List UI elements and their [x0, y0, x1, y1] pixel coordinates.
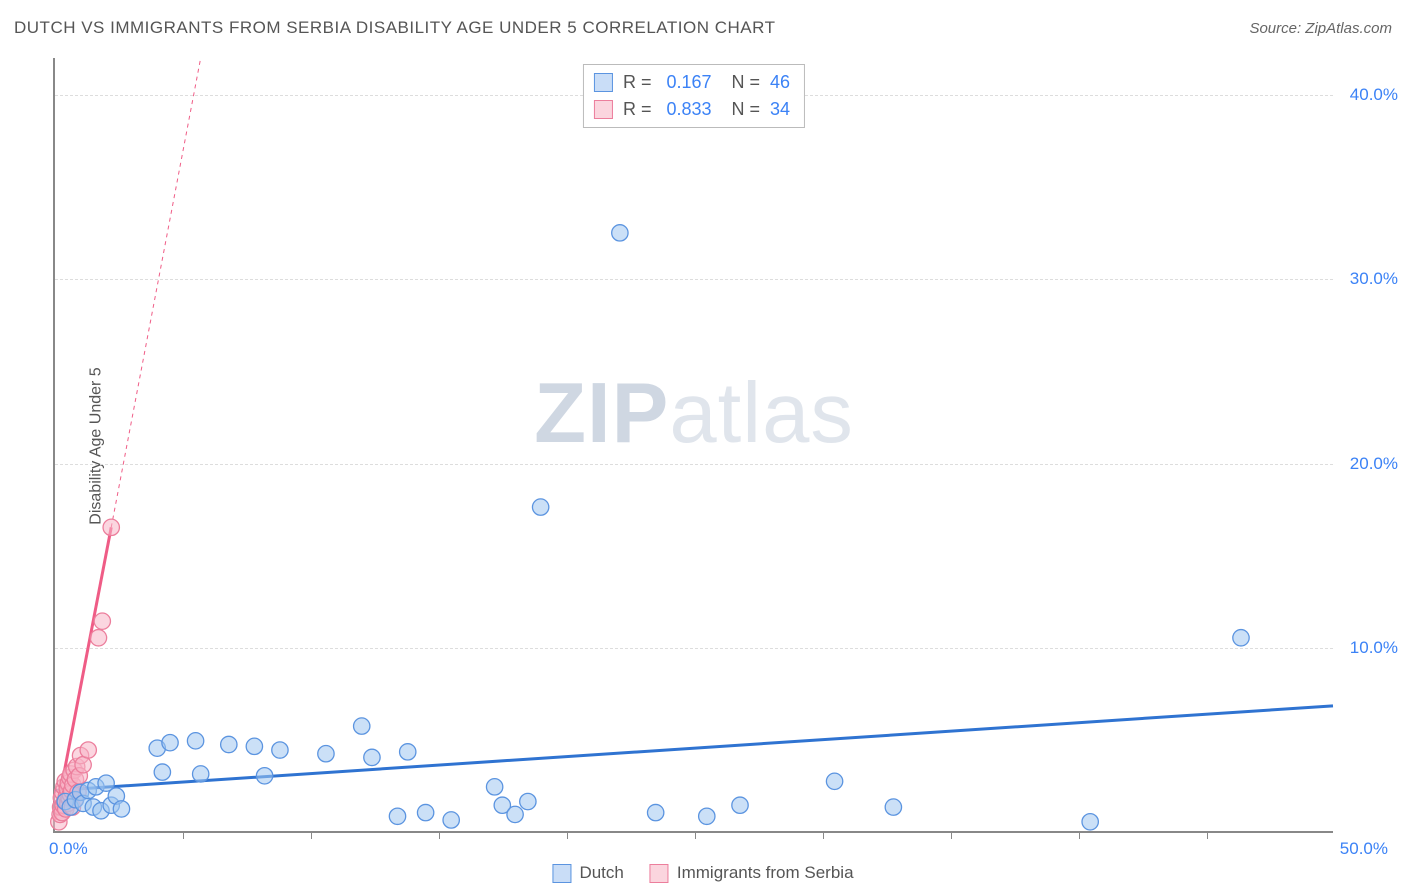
swatch-pink-icon: [650, 864, 669, 883]
x-tick: [695, 831, 696, 839]
data-point: [885, 799, 901, 815]
chart-header: DUTCH VS IMMIGRANTS FROM SERBIA DISABILI…: [14, 18, 1392, 38]
data-point: [187, 733, 203, 749]
stat-n-label: N =: [722, 69, 761, 96]
data-point: [154, 764, 170, 780]
data-point: [389, 808, 405, 824]
legend-label-dutch: Dutch: [579, 863, 623, 883]
data-point: [400, 744, 416, 760]
y-tick-label: 40.0%: [1350, 85, 1398, 105]
x-tick: [311, 831, 312, 839]
x-tick: [823, 831, 824, 839]
x-tick: [951, 831, 952, 839]
x-tick: [567, 831, 568, 839]
stats-row-dutch: R = 0.167 N = 46: [594, 69, 790, 96]
data-point: [507, 806, 523, 822]
swatch-blue-icon: [594, 73, 613, 92]
trend-extrapolation-immigrants-from-serbia: [111, 58, 200, 527]
data-point: [417, 804, 433, 820]
chart-title: DUTCH VS IMMIGRANTS FROM SERBIA DISABILI…: [14, 18, 775, 38]
data-point: [647, 804, 663, 820]
x-tick: [439, 831, 440, 839]
legend-label-serbia: Immigrants from Serbia: [677, 863, 854, 883]
data-point: [256, 768, 272, 784]
data-point: [486, 779, 502, 795]
x-tick: [1079, 831, 1080, 839]
data-point: [1233, 630, 1249, 646]
data-point: [193, 766, 209, 782]
data-point: [113, 801, 129, 817]
x-axis-max-label: 50.0%: [1340, 839, 1388, 859]
legend-item-serbia: Immigrants from Serbia: [650, 863, 854, 883]
plot-area: R = 0.167 N = 46 R = 0.833 N = 34 ZIPatl…: [53, 58, 1333, 833]
data-point: [354, 718, 370, 734]
chart-svg: [55, 58, 1333, 831]
data-point: [1082, 814, 1098, 830]
data-point: [75, 757, 91, 773]
stat-r-label: R =: [623, 96, 657, 123]
y-tick-label: 30.0%: [1350, 269, 1398, 289]
stat-r-label: R =: [623, 69, 657, 96]
stat-r-value-serbia: 0.833: [666, 96, 711, 123]
data-point: [246, 738, 262, 754]
legend-item-dutch: Dutch: [552, 863, 623, 883]
y-tick-label: 20.0%: [1350, 454, 1398, 474]
x-axis-min-label: 0.0%: [49, 839, 88, 859]
data-point: [94, 613, 110, 629]
data-point: [520, 793, 536, 809]
data-point: [103, 519, 119, 535]
x-tick: [183, 831, 184, 839]
x-tick: [1207, 831, 1208, 839]
stat-n-value-serbia: 34: [770, 96, 790, 123]
data-point: [90, 630, 106, 646]
swatch-pink-icon: [594, 100, 613, 119]
data-point: [318, 746, 334, 762]
stats-legend-box: R = 0.167 N = 46 R = 0.833 N = 34: [583, 64, 805, 128]
data-point: [221, 736, 237, 752]
swatch-blue-icon: [552, 864, 571, 883]
data-point: [80, 742, 96, 758]
data-point: [732, 797, 748, 813]
data-point: [612, 225, 628, 241]
data-point: [826, 773, 842, 789]
stats-row-serbia: R = 0.833 N = 34: [594, 96, 790, 123]
series-legend: Dutch Immigrants from Serbia: [552, 863, 853, 883]
stat-r-value-dutch: 0.167: [666, 69, 711, 96]
stat-n-value-dutch: 46: [770, 69, 790, 96]
data-point: [699, 808, 715, 824]
y-tick-label: 10.0%: [1350, 638, 1398, 658]
data-point: [272, 742, 288, 758]
data-point: [364, 749, 380, 765]
data-point: [443, 812, 459, 828]
source-attribution: Source: ZipAtlas.com: [1249, 20, 1392, 37]
data-point: [532, 499, 548, 515]
data-point: [162, 734, 178, 750]
stat-n-label: N =: [722, 96, 761, 123]
